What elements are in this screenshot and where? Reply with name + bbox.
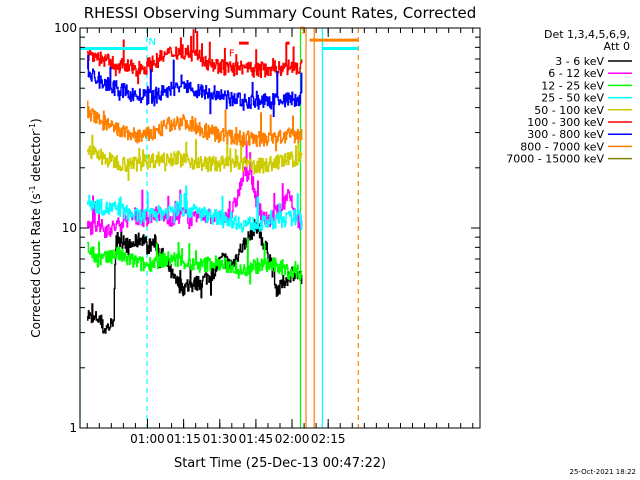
marker-label-0: N <box>149 37 156 48</box>
legend-label-1: 6 - 12 keV <box>548 67 604 80</box>
plot-frame <box>79 27 481 429</box>
y-axis-label: Corrected Count Rate (s-1 detector-1) <box>28 118 43 337</box>
y-axis-label-sup1: -1 <box>28 185 37 193</box>
x-tick-label-1: 01:15 <box>166 432 201 446</box>
x-tick-label-5: 02:15 <box>311 432 346 446</box>
series-line-0 <box>87 219 303 334</box>
legend-label-0: 3 - 6 keV <box>555 55 604 68</box>
series-line-6 <box>87 54 303 117</box>
y-tick-label-2: 100 <box>54 21 77 35</box>
x-tick-label-0: 01:00 <box>130 432 165 446</box>
legend-header-line1: Det 1,3,4,5,6,9, <box>544 28 630 41</box>
legend-label-2: 12 - 25 keV <box>541 79 604 92</box>
series-line-4 <box>87 134 303 181</box>
x-tick-label-3: 01:45 <box>239 432 274 446</box>
legend-label-8: 7000 - 15000 keV <box>506 153 604 166</box>
legend-label-5: 100 - 300 keV <box>527 116 604 129</box>
y-tick-label-1: 10 <box>62 221 77 235</box>
series-line-7 <box>87 100 303 152</box>
series-line-2 <box>87 238 303 285</box>
marker-label-1: F <box>229 49 235 60</box>
legend-label-4: 50 - 100 keV <box>534 104 604 117</box>
y-tick-label-0: 1 <box>69 421 77 435</box>
chart-title: RHESSI Observing Summary Count Rates, Co… <box>84 4 477 22</box>
y-axis-label-end: ) <box>29 118 43 123</box>
y-axis-label-main: Corrected Count Rate (s <box>29 193 43 337</box>
x-axis-label: Start Time (25-Dec-13 00:47:22) <box>174 456 386 471</box>
y-axis-label-sup2: -1 <box>28 123 37 131</box>
axes: 1 10 100 01:00 01:15 01:30 01:45 02:00 02:15 <box>54 21 481 446</box>
plot-area: N F S <box>79 25 359 428</box>
x-tick-label-2: 01:30 <box>202 432 237 446</box>
legend-header-line2: Att 0 <box>604 40 630 53</box>
series-line-3 <box>87 185 303 233</box>
x-tick-label-4: 02:00 <box>275 432 310 446</box>
legend-label-6: 300 - 800 keV <box>527 128 604 141</box>
footer-date: 25-Oct-2021 18:22 <box>570 468 636 476</box>
y-axis-label-mid: detector <box>29 131 43 186</box>
marker-label-2: S <box>299 25 305 36</box>
legend-label-7: 800 - 7000 keV <box>520 140 604 153</box>
legend-label-3: 25 - 50 keV <box>541 92 604 105</box>
series-line-5 <box>87 29 303 85</box>
